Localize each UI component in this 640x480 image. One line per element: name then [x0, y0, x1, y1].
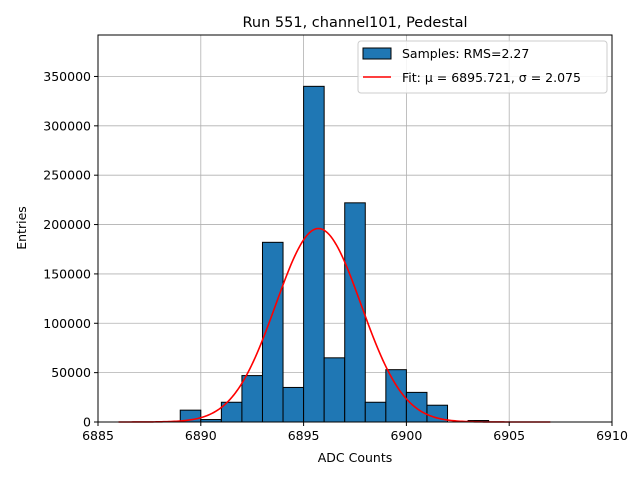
- histogram-bar: [282, 386, 305, 423]
- histogram-bar: [323, 357, 346, 423]
- y-axis-label: Entries: [14, 206, 29, 250]
- y-tick-label: 50000: [51, 365, 91, 380]
- legend-label-samples: Samples: RMS=2.27: [402, 46, 529, 61]
- x-axis-label: ADC Counts: [318, 450, 393, 465]
- legend-box: [357, 40, 608, 94]
- x-tick-label: 6900: [390, 428, 422, 443]
- y-tick-label: 250000: [43, 168, 91, 183]
- x-axis-ticks: 6885 6890 6895 6900 6905 6910: [82, 422, 628, 443]
- histogram-bar: [344, 202, 366, 423]
- y-tick-label: 200000: [43, 217, 91, 232]
- histogram-bar: [303, 85, 325, 423]
- histogram-bars: [179, 85, 490, 423]
- legend: Samples: RMS=2.27 Fit: μ = 6895.721, σ =…: [357, 40, 608, 94]
- x-tick-label: 6895: [288, 428, 320, 443]
- x-tick-label: 6910: [596, 428, 628, 443]
- y-tick-label: 350000: [43, 69, 91, 84]
- y-tick-label: 100000: [43, 316, 91, 331]
- y-tick-label: 0: [83, 415, 91, 430]
- y-axis-ticks: 0 50000 100000 150000 200000 250000 300000 3500…: [43, 69, 98, 430]
- x-tick-label: 6885: [82, 428, 114, 443]
- chart-title: Run 551, channel101, Pedestal: [242, 15, 467, 31]
- x-tick-label: 6905: [493, 428, 525, 443]
- y-tick-label: 300000: [43, 118, 91, 133]
- histogram-bar: [241, 375, 263, 423]
- plot-area-frame: [97, 34, 613, 423]
- histogram-bar: [405, 391, 428, 423]
- legend-swatch-samples: [362, 47, 392, 60]
- histogram-bar: [364, 401, 387, 423]
- x-tick-label: 6890: [185, 428, 217, 443]
- y-tick-label: 150000: [43, 266, 91, 281]
- legend-label-fit: Fit: μ = 6895.721, σ = 2.075: [402, 70, 581, 85]
